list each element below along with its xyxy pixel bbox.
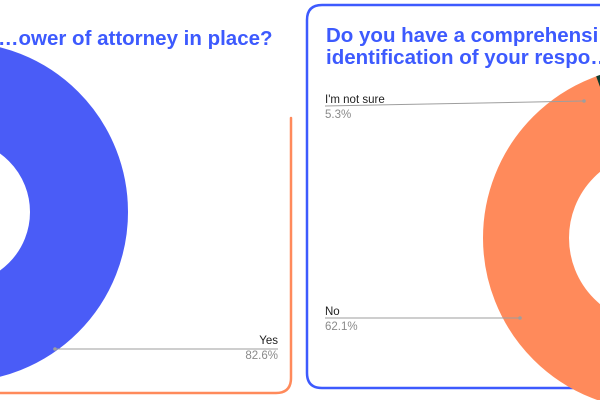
donut-chart-right xyxy=(483,75,600,400)
chart-title-right-line-1: Do you have a comprehensi… xyxy=(326,24,600,47)
left-donut-ring xyxy=(0,47,128,377)
leader-not-sure xyxy=(324,100,585,107)
leader-yes-dot xyxy=(53,347,57,351)
left-card-frame xyxy=(0,116,293,395)
right-donut-ring xyxy=(483,75,600,400)
slice-value-yes: 82.6% xyxy=(245,350,278,362)
donut-chart-left xyxy=(0,47,128,377)
slice-label-not-sure: I'm not sure xyxy=(325,94,385,106)
leader-not-sure-dot xyxy=(582,99,586,103)
leader-lines xyxy=(53,99,586,351)
slice-label-no: No xyxy=(325,306,340,318)
slice-value-not-sure: 5.3% xyxy=(325,109,352,121)
chart-title-right-line-2: identification of your respo… xyxy=(326,46,600,69)
leader-no-dot xyxy=(518,316,522,320)
chart-title-right: Do you have a comprehensi… identificatio… xyxy=(326,25,600,69)
chart-title-left: …ower of attorney in place? xyxy=(0,27,273,50)
slice-label-yes: Yes xyxy=(259,335,278,347)
right-donut-slice-i-m-not-sure xyxy=(596,75,600,87)
slice-value-no: 62.1% xyxy=(325,321,358,333)
right-card-frame xyxy=(305,3,600,390)
